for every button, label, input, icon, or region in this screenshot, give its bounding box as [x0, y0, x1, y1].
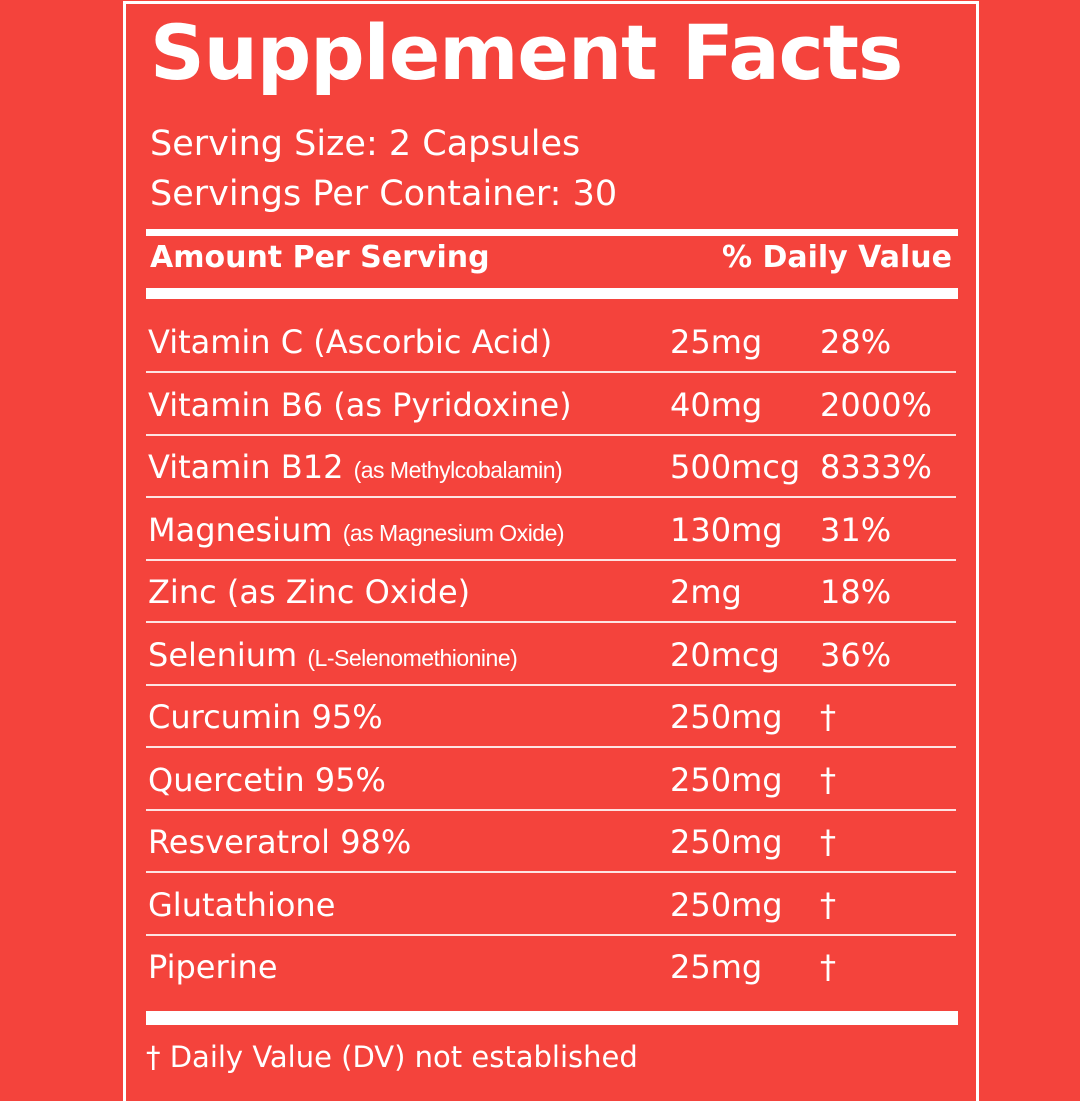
nutrient-amount: 500mcg	[670, 448, 801, 486]
nutrient-daily-value: 31%	[820, 510, 892, 549]
nutrient-amount: 250mg	[670, 698, 783, 736]
table-row: Selenium (L-Selenomethionine) 20mcg 36%	[146, 624, 956, 686]
nutrient-daily-value: 18%	[820, 573, 892, 611]
table-row: Glutathione 250mg †	[146, 874, 956, 936]
nutrient-name: Vitamin B12 (as Methylcobalamin)	[148, 448, 563, 486]
servings-per-container: Servings Per Container: 30	[150, 174, 618, 214]
label-border	[123, 1, 979, 1101]
nutrient-detail: (as Methylcobalamin)	[353, 457, 563, 483]
divider-thick	[146, 288, 958, 299]
nutrient-amount: 2mg	[670, 573, 742, 611]
nutrient-amount: 130mg	[670, 510, 783, 549]
nutrient-name: Quercetin 95%	[148, 760, 386, 799]
table-row: Vitamin B6 (as Pyridoxine) 40mg 2000%	[146, 374, 956, 436]
nutrient-name: Vitamin B6 (as Pyridoxine)	[148, 385, 572, 424]
table-row: Magnesium (as Magnesium Oxide) 130mg 31%	[146, 499, 956, 561]
table-row: Vitamin B12 (as Methylcobalamin) 500mcg …	[146, 436, 956, 498]
label-title: Supplement Facts	[150, 8, 903, 97]
nutrient-name: Piperine	[148, 948, 278, 986]
nutrient-detail: (as Magnesium Oxide)	[342, 519, 565, 546]
nutrient-name: Curcumin 95%	[148, 698, 383, 736]
nutrient-daily-value: †	[820, 760, 836, 799]
table-row: Quercetin 95% 250mg †	[146, 749, 956, 811]
nutrient-daily-value: 28%	[820, 323, 892, 361]
nutrient-daily-value: 36%	[820, 635, 892, 674]
nutrient-amount: 250mg	[670, 823, 783, 861]
serving-size: Serving Size: 2 Capsules	[150, 124, 581, 164]
nutrient-amount: 25mg	[670, 323, 763, 361]
table-row: Piperine 25mg †	[146, 936, 956, 998]
nutrient-name: Vitamin C (Ascorbic Acid)	[148, 323, 553, 361]
footnote: † Daily Value (DV) not established	[146, 1040, 638, 1074]
table-row: Curcumin 95% 250mg †	[146, 686, 956, 748]
divider-thick	[146, 229, 958, 236]
nutrient-name: Zinc (as Zinc Oxide)	[148, 573, 471, 611]
nutrient-name: Glutathione	[148, 885, 336, 924]
nutrient-daily-value: †	[820, 948, 836, 986]
nutrient-daily-value: †	[820, 698, 836, 736]
divider-thick	[146, 1011, 958, 1025]
nutrient-name: Selenium (L-Selenomethionine)	[148, 635, 518, 674]
nutrient-amount: 25mg	[670, 948, 763, 986]
nutrient-amount: 250mg	[670, 885, 783, 924]
nutrient-amount: 250mg	[670, 760, 783, 799]
nutrient-detail: (L-Selenomethionine)	[307, 644, 518, 671]
nutrient-name: Magnesium (as Magnesium Oxide)	[148, 510, 565, 549]
table-row: Vitamin C (Ascorbic Acid) 25mg 28%	[146, 311, 956, 373]
table-row: Zinc (as Zinc Oxide) 2mg 18%	[146, 561, 956, 623]
nutrient-amount: 40mg	[670, 385, 763, 424]
table-row: Resveratrol 98% 250mg †	[146, 811, 956, 873]
nutrient-daily-value: †	[820, 823, 836, 861]
nutrient-amount: 20mcg	[670, 635, 780, 674]
nutrient-daily-value: 8333%	[820, 448, 932, 486]
header-amount: Amount Per Serving	[150, 240, 490, 275]
nutrient-daily-value: †	[820, 885, 836, 924]
nutrient-name: Resveratrol 98%	[148, 823, 412, 861]
header-daily-value: % Daily Value	[721, 240, 952, 275]
nutrient-daily-value: 2000%	[820, 385, 932, 424]
